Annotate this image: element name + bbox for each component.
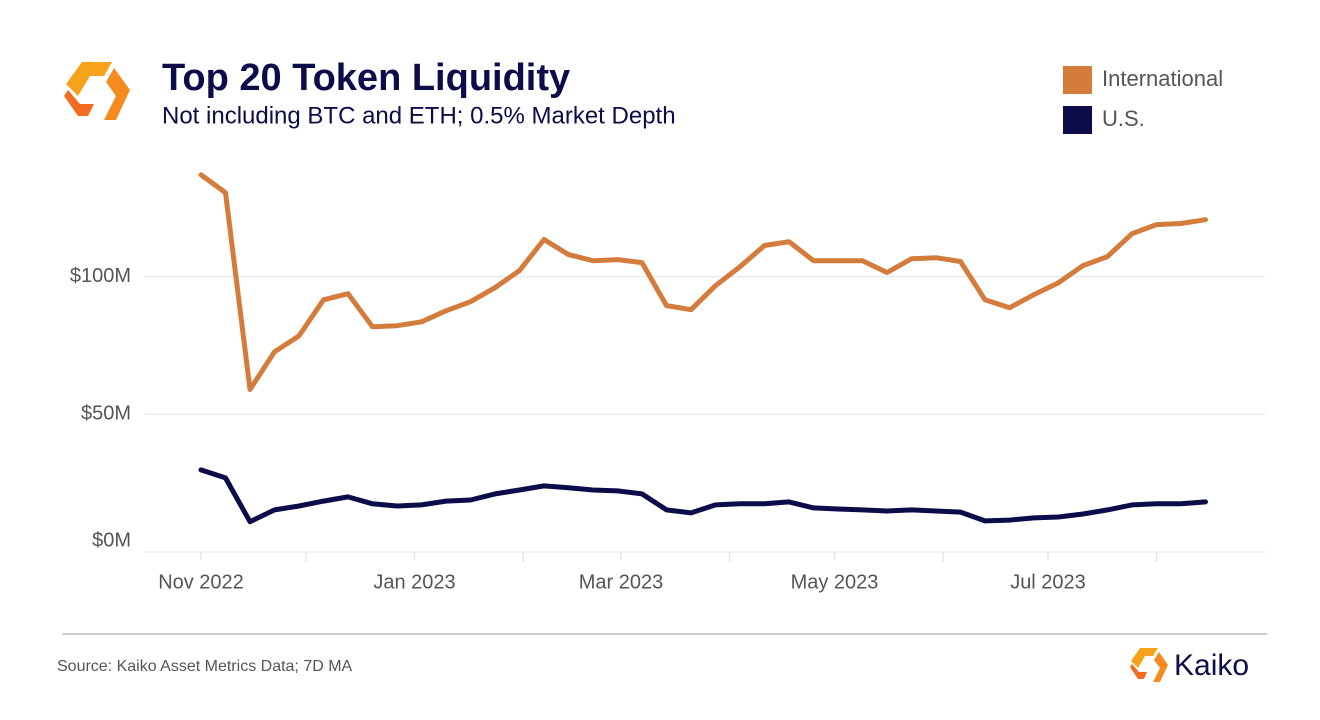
line-series: [198, 467, 1208, 525]
brand-name: Kaiko: [1174, 649, 1249, 682]
logo: [64, 62, 130, 120]
legend-label: U.S.: [1102, 106, 1145, 131]
y-tick-label: $100M: [70, 265, 131, 287]
brand-logo: [1130, 648, 1168, 682]
chart-title: Top 20 Token Liquidity: [162, 57, 570, 99]
source-note: Source: Kaiko Asset Metrics Data; 7D MA: [57, 658, 353, 675]
y-tick-label: $0M: [92, 529, 131, 551]
x-tick-label: May 2023: [791, 571, 879, 593]
y-tick-label: $50M: [81, 403, 131, 425]
legend-swatch: [1063, 66, 1092, 94]
x-tick-label: Jan 2023: [373, 571, 455, 593]
x-tick-label: Mar 2023: [579, 571, 664, 593]
legend-label: International: [1102, 66, 1223, 91]
legend-swatch: [1063, 106, 1092, 134]
x-tick-label: Nov 2022: [158, 571, 244, 593]
x-tick-label: Jul 2023: [1010, 571, 1086, 593]
line-series: [198, 172, 1208, 392]
chart-subtitle: Not including BTC and ETH; 0.5% Market D…: [162, 102, 676, 129]
